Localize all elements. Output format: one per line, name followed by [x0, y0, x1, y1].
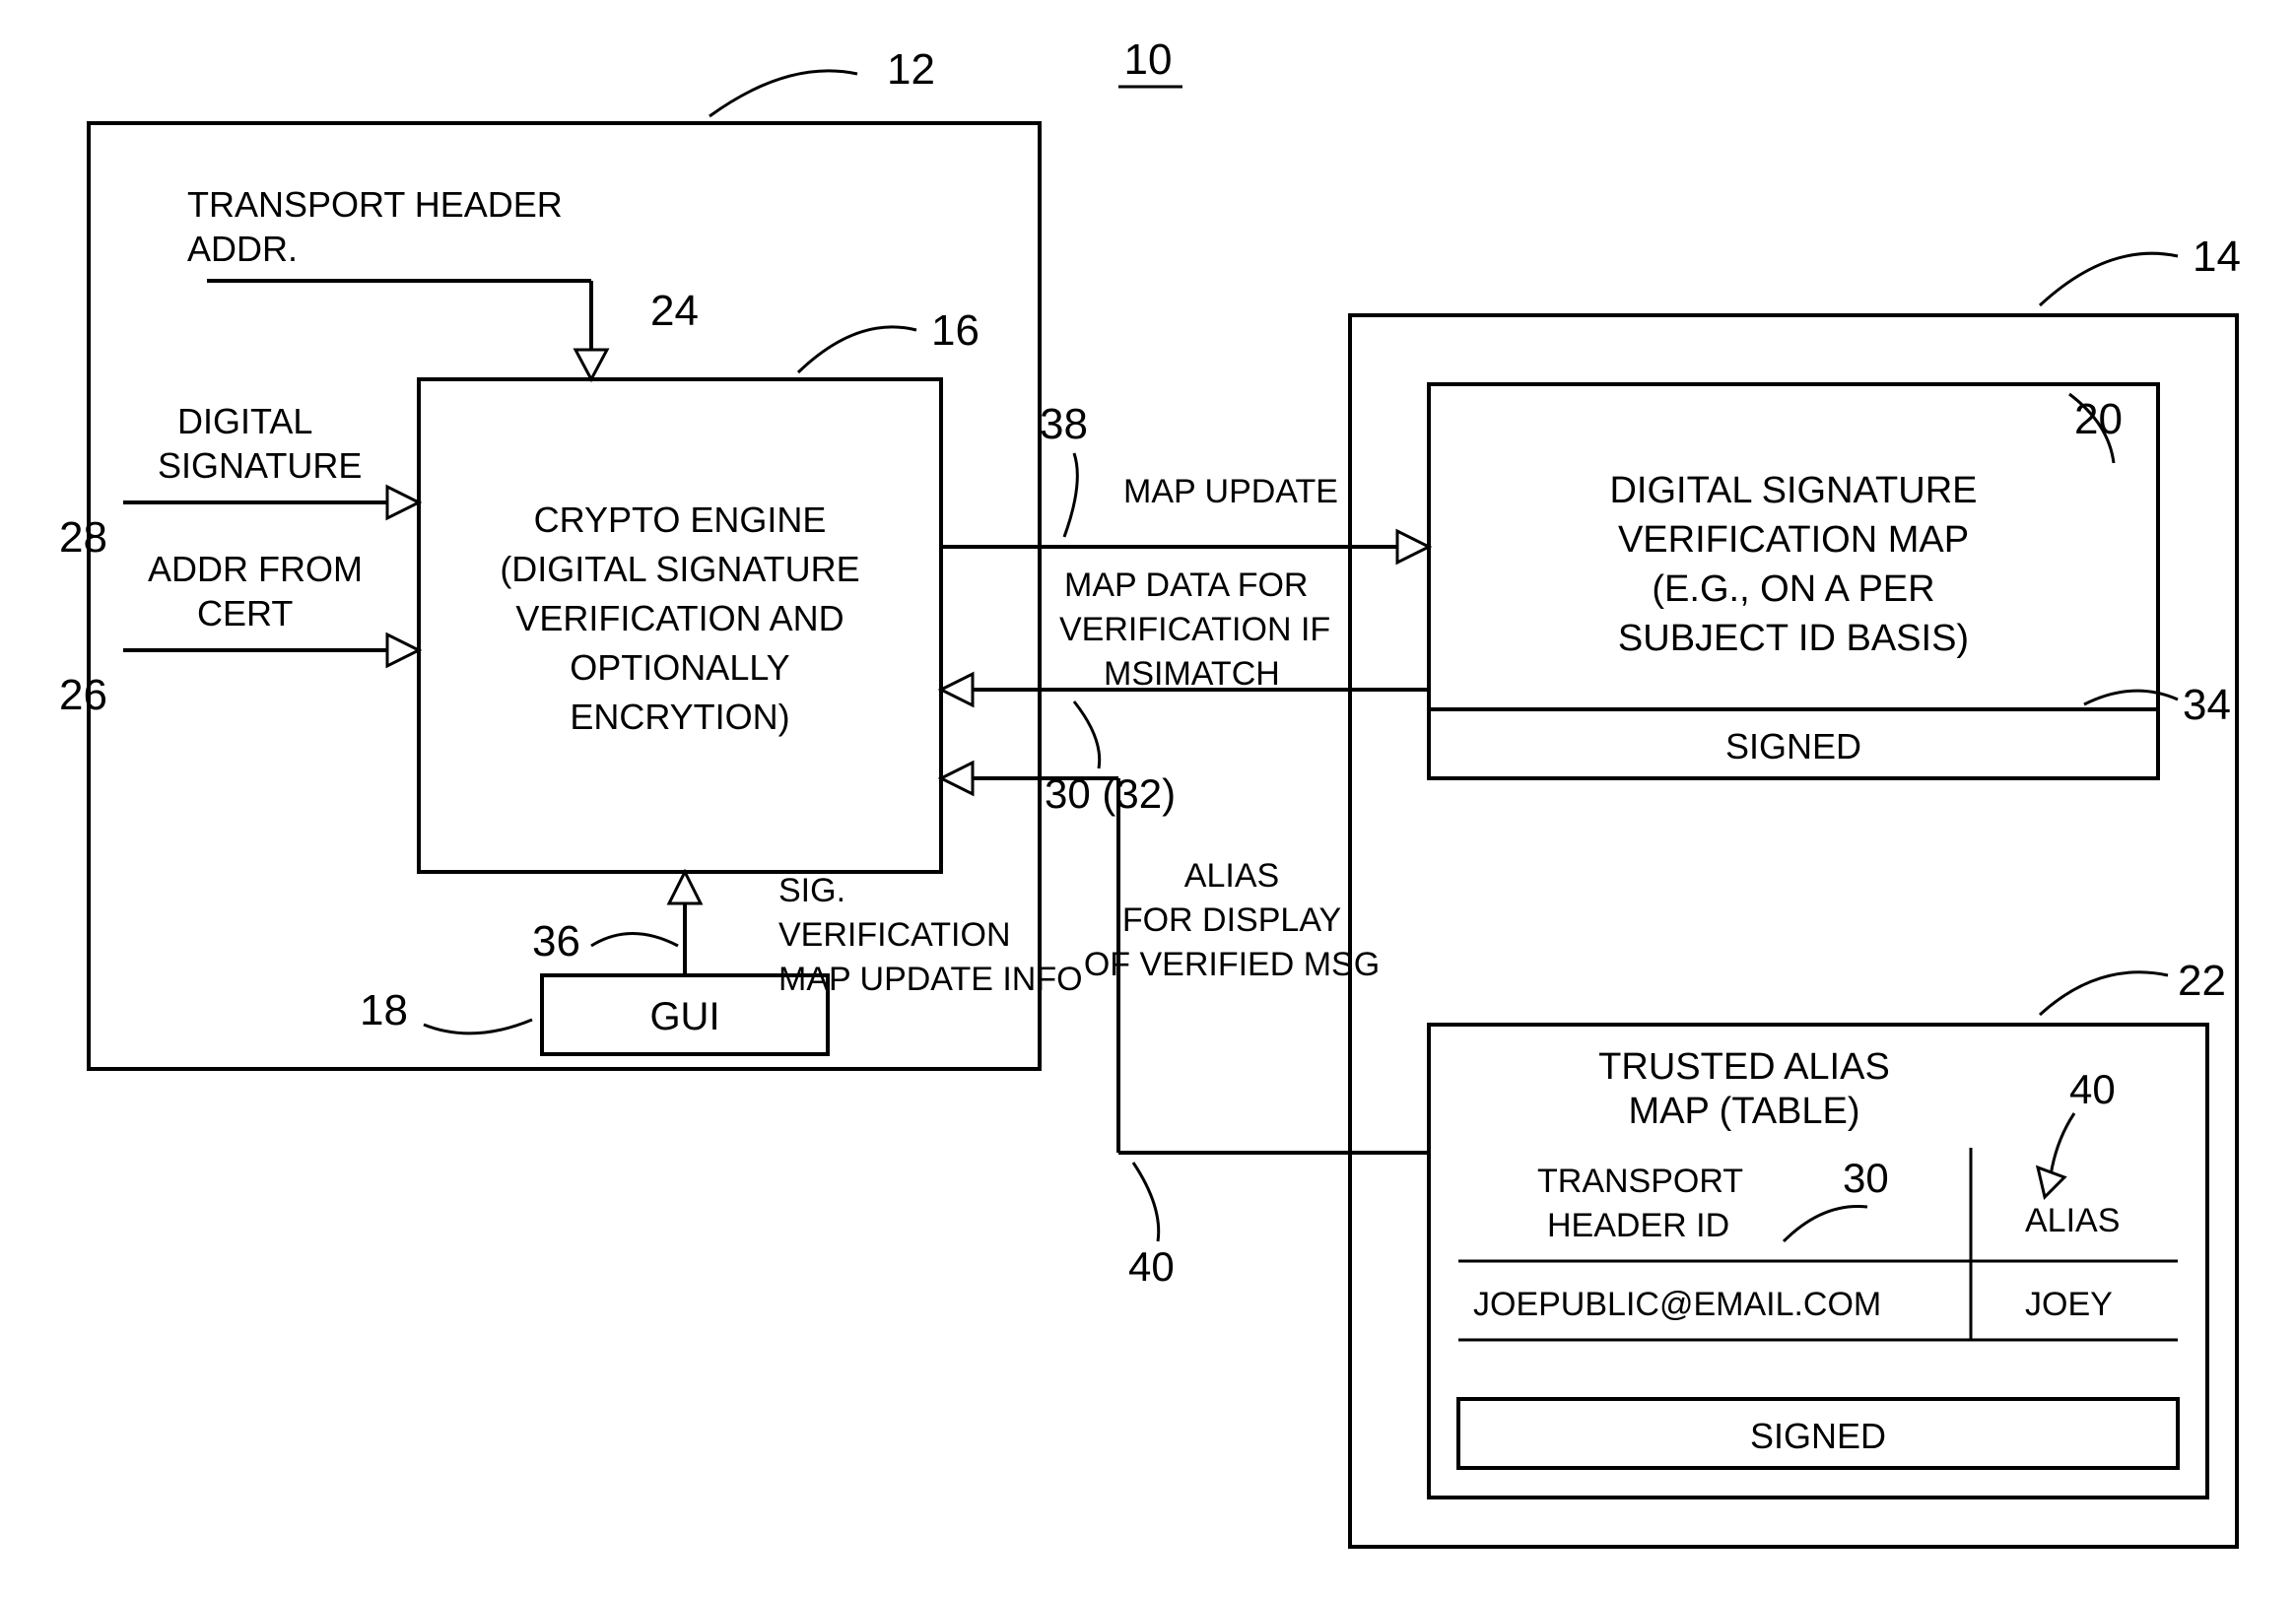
ref-10: 10	[1124, 35, 1173, 84]
alias-l3: OF VERIFIED MSG	[1084, 946, 1380, 983]
ref-40a: 40	[1128, 1243, 1175, 1290]
signed-2: SIGNED	[1750, 1416, 1886, 1456]
signed-1: SIGNED	[1725, 726, 1861, 766]
alias-l1: ALIAS	[1184, 857, 1279, 895]
ref-38: 38	[1040, 400, 1088, 448]
ref-26: 26	[59, 671, 107, 719]
addrcert-l1: ADDR FROM	[148, 549, 363, 589]
tam-l2: MAP (TABLE)	[1628, 1091, 1859, 1132]
mapdata-l3: MSIMATCH	[1104, 655, 1280, 693]
dsvm-l4: SUBJECT ID BASIS)	[1618, 618, 1969, 659]
ref-22: 22	[2178, 957, 2226, 1005]
crypto-l5: ENCRYTION)	[570, 697, 789, 737]
mapdata-l2: VERIFICATION IF	[1059, 611, 1330, 648]
ref-34: 34	[2183, 681, 2231, 729]
digsig-l1: DIGITAL	[177, 401, 312, 441]
transport-header-l2: ADDR.	[187, 229, 298, 269]
map-update: MAP UPDATE	[1123, 473, 1338, 510]
ref-16: 16	[931, 306, 979, 355]
addrcert-l2: CERT	[197, 593, 293, 633]
transport-header-l1: TRANSPORT HEADER	[187, 184, 563, 225]
joey-cell: JOEY	[2025, 1286, 2113, 1323]
sig-l2: VERIFICATION	[778, 916, 1011, 954]
thid-l1: TRANSPORT	[1537, 1163, 1743, 1200]
ref-24: 24	[650, 287, 699, 335]
sig-l3: MAP UPDATE INFO	[778, 961, 1083, 998]
dsvm-l1: DIGITAL SIGNATURE	[1609, 470, 1977, 511]
tam-l1: TRUSTED ALIAS	[1598, 1046, 1890, 1088]
ref-36: 36	[532, 917, 580, 965]
crypto-l4: OPTIONALLY	[570, 647, 789, 688]
mapdata-l1: MAP DATA FOR	[1064, 566, 1308, 604]
crypto-l1: CRYPTO ENGINE	[534, 499, 827, 540]
dsvm-l3: (E.G., ON A PER	[1652, 568, 1934, 610]
digsig-l2: SIGNATURE	[158, 445, 362, 486]
ref-18: 18	[360, 986, 408, 1034]
ref-40b: 40	[2069, 1066, 2116, 1112]
ref-14: 14	[2193, 233, 2241, 281]
dsvm-l2: VERIFICATION MAP	[1618, 519, 1969, 561]
crypto-l3: VERIFICATION AND	[515, 598, 844, 638]
ref-30b: 30	[1843, 1155, 1889, 1201]
ref-28: 28	[59, 513, 107, 562]
email-cell: JOEPUBLIC@EMAIL.COM	[1473, 1286, 1881, 1323]
alias-l2: FOR DISPLAY	[1122, 901, 1341, 939]
ref-20: 20	[2074, 395, 2123, 443]
alias-col: ALIAS	[2025, 1202, 2120, 1239]
diagram-canvas: 10 12 14 16 CRYPTO ENGINE (DIGITAL SIGNA…	[0, 0, 2296, 1598]
gui-label: GUI	[649, 995, 719, 1038]
ref-12: 12	[887, 45, 935, 94]
crypto-l2: (DIGITAL SIGNATURE	[500, 549, 859, 589]
thid-l2: HEADER ID	[1547, 1207, 1729, 1244]
sig-l1: SIG.	[778, 872, 845, 909]
